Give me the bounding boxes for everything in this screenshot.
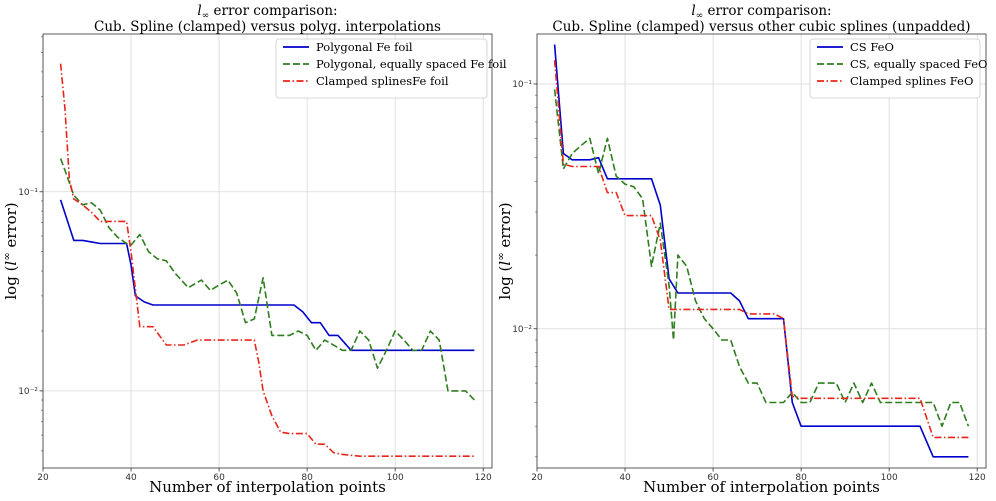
title-rest: error comparison: (209, 3, 337, 19)
legend-label-2: CS, equally spaced FeO (850, 57, 987, 71)
x-axis-label: Number of interpolation points (149, 478, 386, 496)
legend-box (275, 38, 488, 99)
x-tick-label: 20 (531, 473, 543, 483)
legend-label-2: Polygonal, equally spaced Fe foil (316, 57, 507, 71)
axes-frame (536, 33, 987, 469)
y-axis-label: log (l∞ error) (496, 202, 514, 299)
y-label-math: l (2, 261, 20, 266)
y-label-suffix: error) (2, 202, 20, 252)
x-tick-label: 80 (301, 473, 313, 483)
title-math-symbol: l (197, 3, 201, 19)
chart-title-line2: Cub. Spline (clamped) versus other cubic… (552, 19, 970, 35)
series-line-2 (553, 89, 970, 428)
title-rest: error comparison: (703, 3, 831, 19)
title-math-symbol: l (691, 3, 695, 19)
y-label-suffix: error) (496, 202, 514, 252)
series-line-2 (59, 158, 475, 401)
y-tick-label: 10⁻¹ (512, 80, 532, 90)
x-tick-label: 100 (387, 473, 404, 483)
legend-box (809, 38, 981, 99)
y-tick-label: 10⁻¹ (18, 188, 38, 198)
x-tick-label: 100 (881, 473, 898, 483)
chart-title-line1: l∞ error comparison: (197, 3, 337, 21)
series-line-1 (553, 44, 969, 458)
legend-label-1: Polygonal Fe foil (316, 40, 413, 54)
chart-title-line1: l∞ error comparison: (691, 3, 831, 21)
legend-label-1: CS FeO (850, 40, 894, 54)
series-line-1 (59, 199, 475, 352)
title-subscript: ∞ (696, 11, 704, 21)
plot-area (43, 34, 492, 468)
x-tick-label: 80 (795, 473, 807, 483)
title-subscript: ∞ (202, 11, 210, 21)
y-label-prefix: log ( (2, 266, 20, 300)
y-tick-label: 10⁻² (512, 325, 532, 335)
chart-title-line2: Cub. Spline (clamped) versus polyg. inte… (94, 19, 441, 35)
y-axis-label: log (l∞ error) (2, 202, 20, 299)
legend-label-3: Clamped splines FeO (850, 74, 973, 88)
y-tick-label: 10⁻² (18, 387, 38, 397)
axes-frame (42, 33, 493, 469)
legend: Polygonal Fe foil Polygonal, equally spac… (275, 38, 507, 99)
plot-area (537, 34, 986, 468)
x-tick-label: 40 (125, 473, 137, 483)
x-tick-label: 120 (475, 473, 492, 483)
legend: CS FeO CS, equally spaced FeO Clamped spli… (809, 38, 987, 99)
x-tick-label: 60 (213, 473, 225, 483)
y-label-superscript: ∞ (496, 252, 507, 260)
x-tick-label: 120 (969, 473, 986, 483)
x-tick-label: 20 (37, 473, 49, 483)
y-label-prefix: log ( (496, 266, 514, 300)
legend-label-3: Clamped splinesFe foil (316, 74, 449, 88)
x-tick-label: 60 (707, 473, 719, 483)
x-tick-label: 40 (619, 473, 631, 483)
y-label-superscript: ∞ (2, 252, 13, 260)
x-axis-label: Number of interpolation points (643, 478, 880, 496)
series-line-3 (59, 63, 475, 458)
y-label-math: l (496, 261, 514, 266)
